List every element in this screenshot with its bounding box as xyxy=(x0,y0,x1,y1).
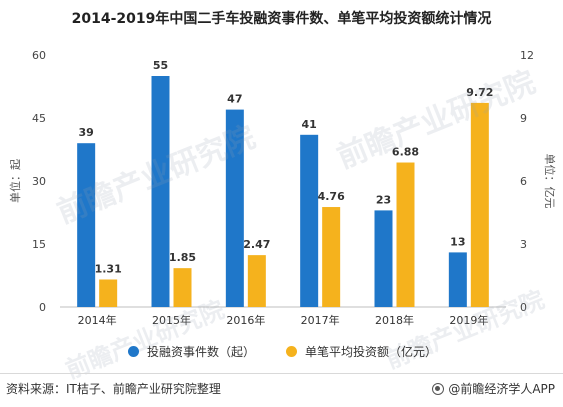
bar-events xyxy=(300,134,319,307)
x-tick-label: 2016年 xyxy=(226,313,265,327)
x-tick-label: 2018年 xyxy=(375,313,414,327)
data-label-events: 47 xyxy=(227,93,242,106)
y-left-tick-label: 15 xyxy=(32,238,46,251)
legend-item-amount: 单笔平均投资额（亿元） xyxy=(286,343,437,360)
y-right-tick-label: 0 xyxy=(520,301,527,314)
bar-amount xyxy=(99,279,118,307)
brand-credit: @前瞻经济学人APP xyxy=(432,380,555,397)
brand-logo-icon xyxy=(432,382,445,395)
y-right-tick-label: 6 xyxy=(520,175,527,188)
y-left-axis-title: 单位：起 xyxy=(8,159,22,203)
bar-events xyxy=(225,109,244,307)
data-label-amount: 1.31 xyxy=(95,262,122,275)
legend: 投融资事件数（起） 单笔平均投资额（亿元） xyxy=(0,343,563,365)
legend-swatch-amount xyxy=(286,346,297,357)
bar-amount xyxy=(322,207,341,307)
data-label-events: 23 xyxy=(376,193,391,206)
data-label-amount: 4.76 xyxy=(318,190,345,203)
y-left-tick-label: 30 xyxy=(32,175,46,188)
bar-amount xyxy=(470,102,489,307)
y-left-tick-label: 45 xyxy=(32,112,46,125)
data-label-events: 55 xyxy=(153,59,168,72)
data-label-amount: 2.47 xyxy=(243,238,270,251)
source-note: 资料来源：IT桔子、前瞻产业研究院整理 xyxy=(6,382,221,396)
bar-events xyxy=(374,210,393,307)
legend-item-events: 投融资事件数（起） xyxy=(128,343,255,360)
bar-events xyxy=(448,252,467,307)
x-tick-label: 2017年 xyxy=(301,313,340,327)
data-label-amount: 6.88 xyxy=(392,146,419,159)
legend-label-amount: 单笔平均投资额（亿元） xyxy=(305,345,438,359)
bar-amount xyxy=(173,268,192,307)
bar-amount xyxy=(247,255,266,307)
y-right-tick-label: 9 xyxy=(520,112,527,125)
bar-amount xyxy=(396,162,415,307)
data-label-events: 13 xyxy=(450,235,465,248)
y-right-axis-title: 单位：亿元 xyxy=(543,154,557,209)
bar-events xyxy=(151,76,170,307)
footer-divider xyxy=(0,373,563,374)
data-label-amount: 1.85 xyxy=(169,251,196,264)
data-label-events: 41 xyxy=(302,118,317,131)
x-tick-label: 2015年 xyxy=(152,313,191,327)
x-tick-label: 2019年 xyxy=(449,313,488,327)
legend-label-events: 投融资事件数（起） xyxy=(147,345,256,359)
brand-text: @前瞻经济学人APP xyxy=(448,382,555,396)
legend-swatch-events xyxy=(128,346,139,357)
chart-title: 2014-2019年中国二手车投融资事件数、单笔平均投资额统计情况 xyxy=(71,11,492,27)
bar-events xyxy=(77,143,96,307)
y-left-tick-label: 60 xyxy=(32,49,46,62)
y-right-tick-label: 3 xyxy=(520,238,527,251)
chart: 0 15 30 45 60 0 3 6 9 12 单位：起 单位：亿元 39 1.31 2014年 55 1.8… xyxy=(8,49,557,327)
y-left-tick-label: 0 xyxy=(39,301,46,314)
x-tick-label: 2014年 xyxy=(78,313,117,327)
data-label-amount: 9.72 xyxy=(466,86,493,99)
data-label-events: 39 xyxy=(79,126,94,139)
y-right-tick-label: 12 xyxy=(520,49,534,62)
